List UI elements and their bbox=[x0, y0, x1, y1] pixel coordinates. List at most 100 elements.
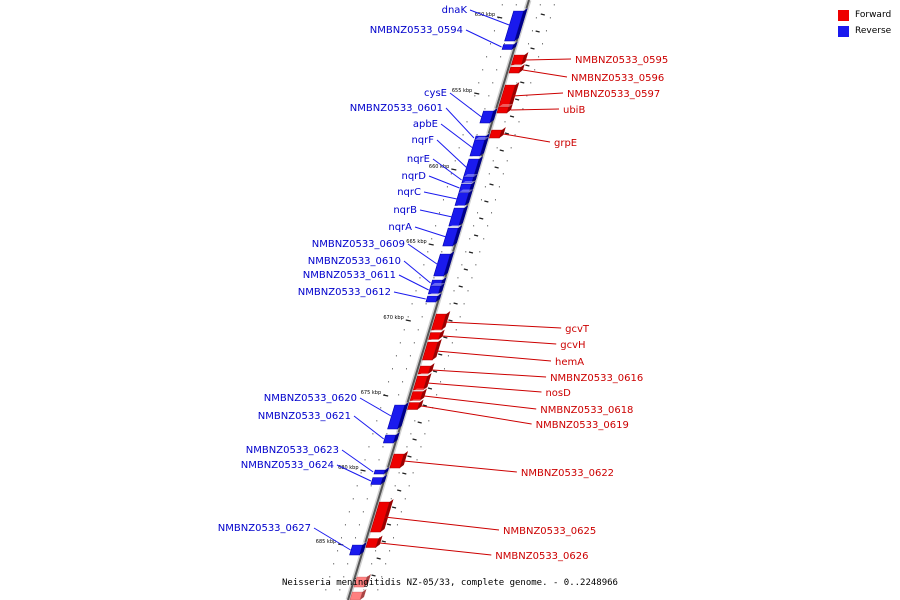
track-dot bbox=[455, 329, 457, 331]
track-dot bbox=[356, 485, 358, 487]
track-dot bbox=[488, 173, 490, 175]
track-dot bbox=[539, 4, 541, 6]
forward-gene-label: NMBNZ0533_0596 bbox=[571, 73, 664, 84]
legend-reverse-label: Reverse bbox=[855, 26, 892, 36]
reverse-gene-label: nqrD bbox=[402, 171, 427, 182]
gene-glyph bbox=[454, 189, 473, 206]
track-dot bbox=[403, 329, 405, 331]
track-dot bbox=[465, 251, 467, 253]
track-dot bbox=[530, 82, 532, 84]
reverse-leader-line bbox=[465, 29, 502, 48]
track-dot bbox=[518, 121, 520, 123]
reverse-leader-line bbox=[445, 107, 475, 139]
legend-forward-label: Forward bbox=[855, 10, 892, 20]
track-dot bbox=[410, 433, 412, 435]
kbp-tick-mark bbox=[360, 469, 366, 472]
forward-gene-label: NMBNZ0533_0626 bbox=[495, 551, 588, 562]
minor-tick bbox=[525, 64, 530, 67]
minor-tick bbox=[402, 472, 407, 475]
reverse-leader-line bbox=[407, 243, 439, 266]
gene-glyph bbox=[510, 52, 529, 66]
reverse-gene-label: NMBNZ0533_0621 bbox=[258, 411, 351, 422]
minor-tick bbox=[494, 166, 499, 169]
minor-tick bbox=[417, 421, 422, 424]
minor-tick bbox=[535, 30, 540, 33]
gene-glyph bbox=[365, 535, 383, 548]
track-dot bbox=[389, 550, 391, 552]
forward-gene-label: NMBNZ0533_0625 bbox=[503, 526, 596, 537]
reverse-gene-label: NMBNZ0533_0594 bbox=[370, 25, 463, 36]
track-dot bbox=[446, 186, 448, 188]
reverse-gene-label: NMBNZ0533_0601 bbox=[350, 103, 443, 114]
kbp-tick-label: 685 kbp bbox=[316, 539, 336, 545]
track-dot bbox=[440, 381, 442, 383]
reverse-leader-line bbox=[436, 139, 468, 169]
reverse-leader-line bbox=[313, 527, 351, 551]
minor-tick bbox=[479, 217, 484, 220]
gene-glyph bbox=[421, 339, 442, 361]
track-dot bbox=[404, 498, 406, 500]
track-dot bbox=[366, 498, 368, 500]
track-dot bbox=[419, 277, 421, 279]
track-dot bbox=[370, 485, 372, 487]
kbp-tick-label: 680 kbp bbox=[338, 465, 358, 471]
forward-leader-line bbox=[384, 516, 500, 531]
gene-glyph bbox=[425, 293, 442, 303]
track-dot bbox=[382, 446, 384, 448]
track-dot bbox=[402, 381, 404, 383]
track-dot bbox=[504, 43, 506, 45]
reverse-leader-line bbox=[341, 449, 374, 473]
track-dot bbox=[510, 147, 512, 149]
track-dot bbox=[371, 563, 373, 565]
forward-leader-line bbox=[436, 350, 552, 362]
minor-tick bbox=[499, 149, 504, 152]
forward-leader-line bbox=[512, 92, 564, 97]
minor-tick bbox=[412, 438, 417, 441]
gene-glyph bbox=[349, 589, 367, 600]
minor-tick bbox=[397, 489, 402, 492]
forward-leader-line bbox=[403, 460, 517, 473]
track-dot bbox=[453, 290, 455, 292]
forward-gene-label: hemA bbox=[555, 357, 584, 368]
reverse-leader-line bbox=[353, 415, 385, 440]
track-dot bbox=[411, 303, 413, 305]
track-dot bbox=[514, 134, 516, 136]
track-dot bbox=[501, 4, 503, 6]
gene-glyph bbox=[448, 205, 469, 227]
track-dot bbox=[364, 459, 366, 461]
track-dot bbox=[362, 511, 364, 513]
track-dot bbox=[526, 95, 528, 97]
gene-glyph bbox=[504, 8, 528, 42]
gene-glyph bbox=[474, 133, 490, 141]
track-dot bbox=[483, 238, 485, 240]
gene-glyph bbox=[428, 329, 445, 340]
track-dot bbox=[496, 147, 498, 149]
track-dot bbox=[486, 56, 488, 58]
minor-tick bbox=[520, 81, 525, 84]
legend-forward: Forward bbox=[838, 8, 891, 22]
forward-leader-line bbox=[442, 335, 557, 345]
track-dot bbox=[391, 368, 393, 370]
gene-glyph bbox=[409, 388, 427, 401]
track-dot bbox=[522, 108, 524, 110]
kbp-tick-label: 650 kbp bbox=[475, 12, 495, 18]
track-dot bbox=[428, 420, 430, 422]
gene-glyph bbox=[463, 156, 484, 178]
kbp-tick: 680 kbp bbox=[338, 465, 366, 472]
track-dot bbox=[413, 342, 415, 344]
track-dot bbox=[395, 355, 397, 357]
reverse-gene-label: apbE bbox=[413, 119, 438, 130]
track-dot bbox=[443, 368, 445, 370]
track-dot bbox=[407, 316, 409, 318]
forward-gene-label: NMBNZ0533_0595 bbox=[575, 55, 668, 66]
track-dot bbox=[473, 225, 475, 227]
track-dot bbox=[399, 342, 401, 344]
gene-glyph bbox=[461, 174, 478, 184]
track-dot bbox=[449, 303, 451, 305]
forward-leader-line bbox=[522, 69, 568, 78]
forward-leader-line bbox=[432, 369, 547, 378]
kbp-tick-mark bbox=[474, 92, 480, 95]
reverse-leader-line bbox=[440, 123, 474, 149]
track-dot bbox=[417, 329, 419, 331]
minor-tick bbox=[504, 132, 510, 135]
